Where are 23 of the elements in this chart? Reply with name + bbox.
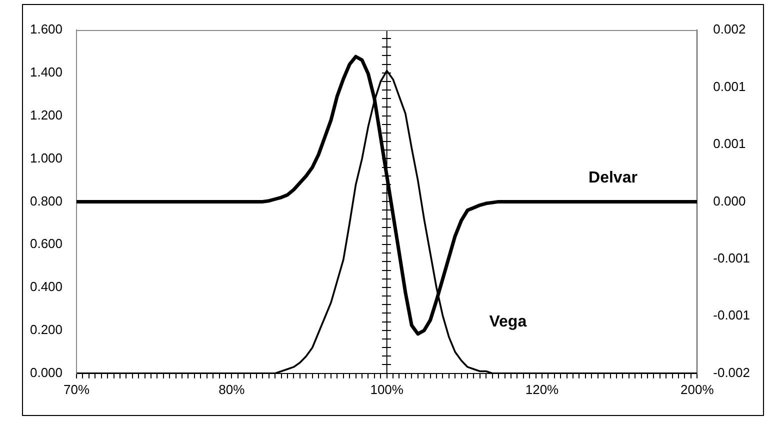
x-tick-label: 80% bbox=[218, 382, 246, 397]
x-tick-label: 100% bbox=[370, 382, 404, 397]
y-tick-label: 0.000 bbox=[30, 364, 63, 380]
x-tick-label: 70% bbox=[64, 382, 90, 397]
y-tick-label: 0.800 bbox=[30, 193, 63, 208]
y2-tick-label: -0.001 bbox=[713, 308, 750, 323]
y2-tick-label: 0.002 bbox=[713, 22, 746, 37]
series-label: Delvar bbox=[588, 169, 638, 186]
text: Vega bbox=[489, 313, 527, 330]
y-tick-label: 0.400 bbox=[30, 279, 63, 294]
y-tick-label: 0.200 bbox=[30, 322, 63, 338]
y-tick-label: 0.600 bbox=[30, 236, 63, 252]
y2-tick-label: 0.001 bbox=[713, 136, 746, 152]
y2-tick-label: -0.001 bbox=[713, 250, 750, 266]
x-tick-label: 120% bbox=[525, 382, 560, 397]
y-tick-label: 1.400 bbox=[30, 64, 63, 80]
y2-tick-label: 0.001 bbox=[713, 78, 746, 94]
y2-tick-label: 0.000 bbox=[713, 193, 746, 208]
y-tick-label: 1.600 bbox=[30, 22, 63, 37]
y-tick-label: 1.000 bbox=[30, 150, 63, 166]
x-tick-label: 200% bbox=[680, 382, 714, 397]
y-tick-label: 1.200 bbox=[30, 107, 63, 122]
y2-tick-label: -0.002 bbox=[713, 364, 750, 380]
